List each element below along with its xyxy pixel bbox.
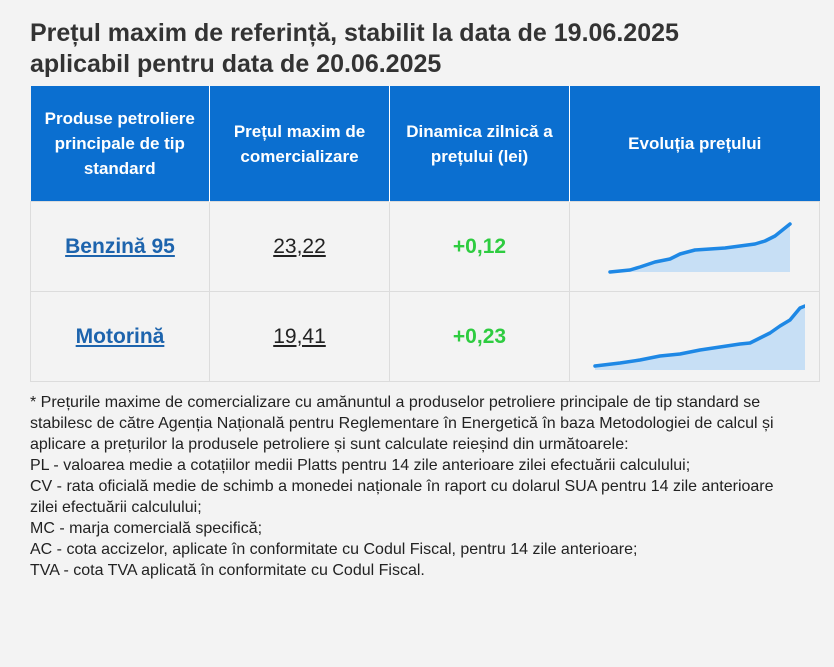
delta-cell: +0,23	[389, 291, 570, 382]
footnote-tva: TVA - cota TVA aplicată în conformitate …	[30, 562, 425, 579]
page-title: Prețul maxim de referință, stabilit la d…	[30, 18, 820, 80]
daily-change-value: +0,12	[452, 234, 507, 258]
sparkline-cell	[569, 201, 820, 292]
price-value: 19,41	[273, 324, 326, 348]
daily-change-value: +0,23	[452, 324, 507, 348]
product-cell: Benzină 95	[30, 201, 210, 292]
table-row: Benzină 95 23,22 +0,12	[30, 201, 820, 292]
header-daily-change: Dinamica zilnică a prețului (lei)	[389, 86, 570, 202]
product-link-benzina[interactable]: Benzină 95	[65, 234, 175, 258]
product-link-motorina[interactable]: Motorină	[75, 324, 165, 348]
footnotes: * Prețurile maxime de comercializare cu …	[30, 392, 790, 581]
price-table: Produse petroliere principale de tip sta…	[30, 86, 820, 382]
footnote-intro: * Prețurile maxime de comercializare cu …	[30, 394, 774, 453]
footnote-ac: AC - cota accizelor, aplicate în conform…	[30, 541, 638, 558]
sparkline-cell	[569, 291, 820, 382]
table-header-row: Produse petroliere principale de tip sta…	[30, 86, 820, 202]
price-panel: Prețul maxim de referință, stabilit la d…	[30, 18, 820, 581]
header-products: Produse petroliere principale de tip sta…	[30, 86, 210, 202]
title-line-1: Prețul maxim de referință, stabilit la d…	[30, 19, 679, 47]
price-value: 23,22	[273, 234, 326, 258]
table-row: Motorină 19,41 +0,23	[30, 291, 820, 382]
title-line-2: aplicabil pentru data de 20.06.2025	[30, 50, 442, 78]
sparkline-benzina	[607, 221, 792, 274]
sparkline-motorina	[592, 303, 805, 370]
delta-cell: +0,12	[389, 201, 570, 292]
price-cell: 23,22	[209, 201, 390, 292]
price-cell: 19,41	[209, 291, 390, 382]
header-max-price: Prețul maxim de comercializare	[209, 86, 390, 202]
product-cell: Motorină	[30, 291, 210, 382]
footnote-mc: MC - marja comercială specifică;	[30, 520, 263, 537]
footnote-cv: CV - rata oficială medie de schimb a mon…	[30, 478, 774, 516]
header-price-evolution: Evoluția prețului	[569, 86, 820, 202]
footnote-pl: PL - valoarea medie a cotațiilor medii P…	[30, 457, 691, 474]
